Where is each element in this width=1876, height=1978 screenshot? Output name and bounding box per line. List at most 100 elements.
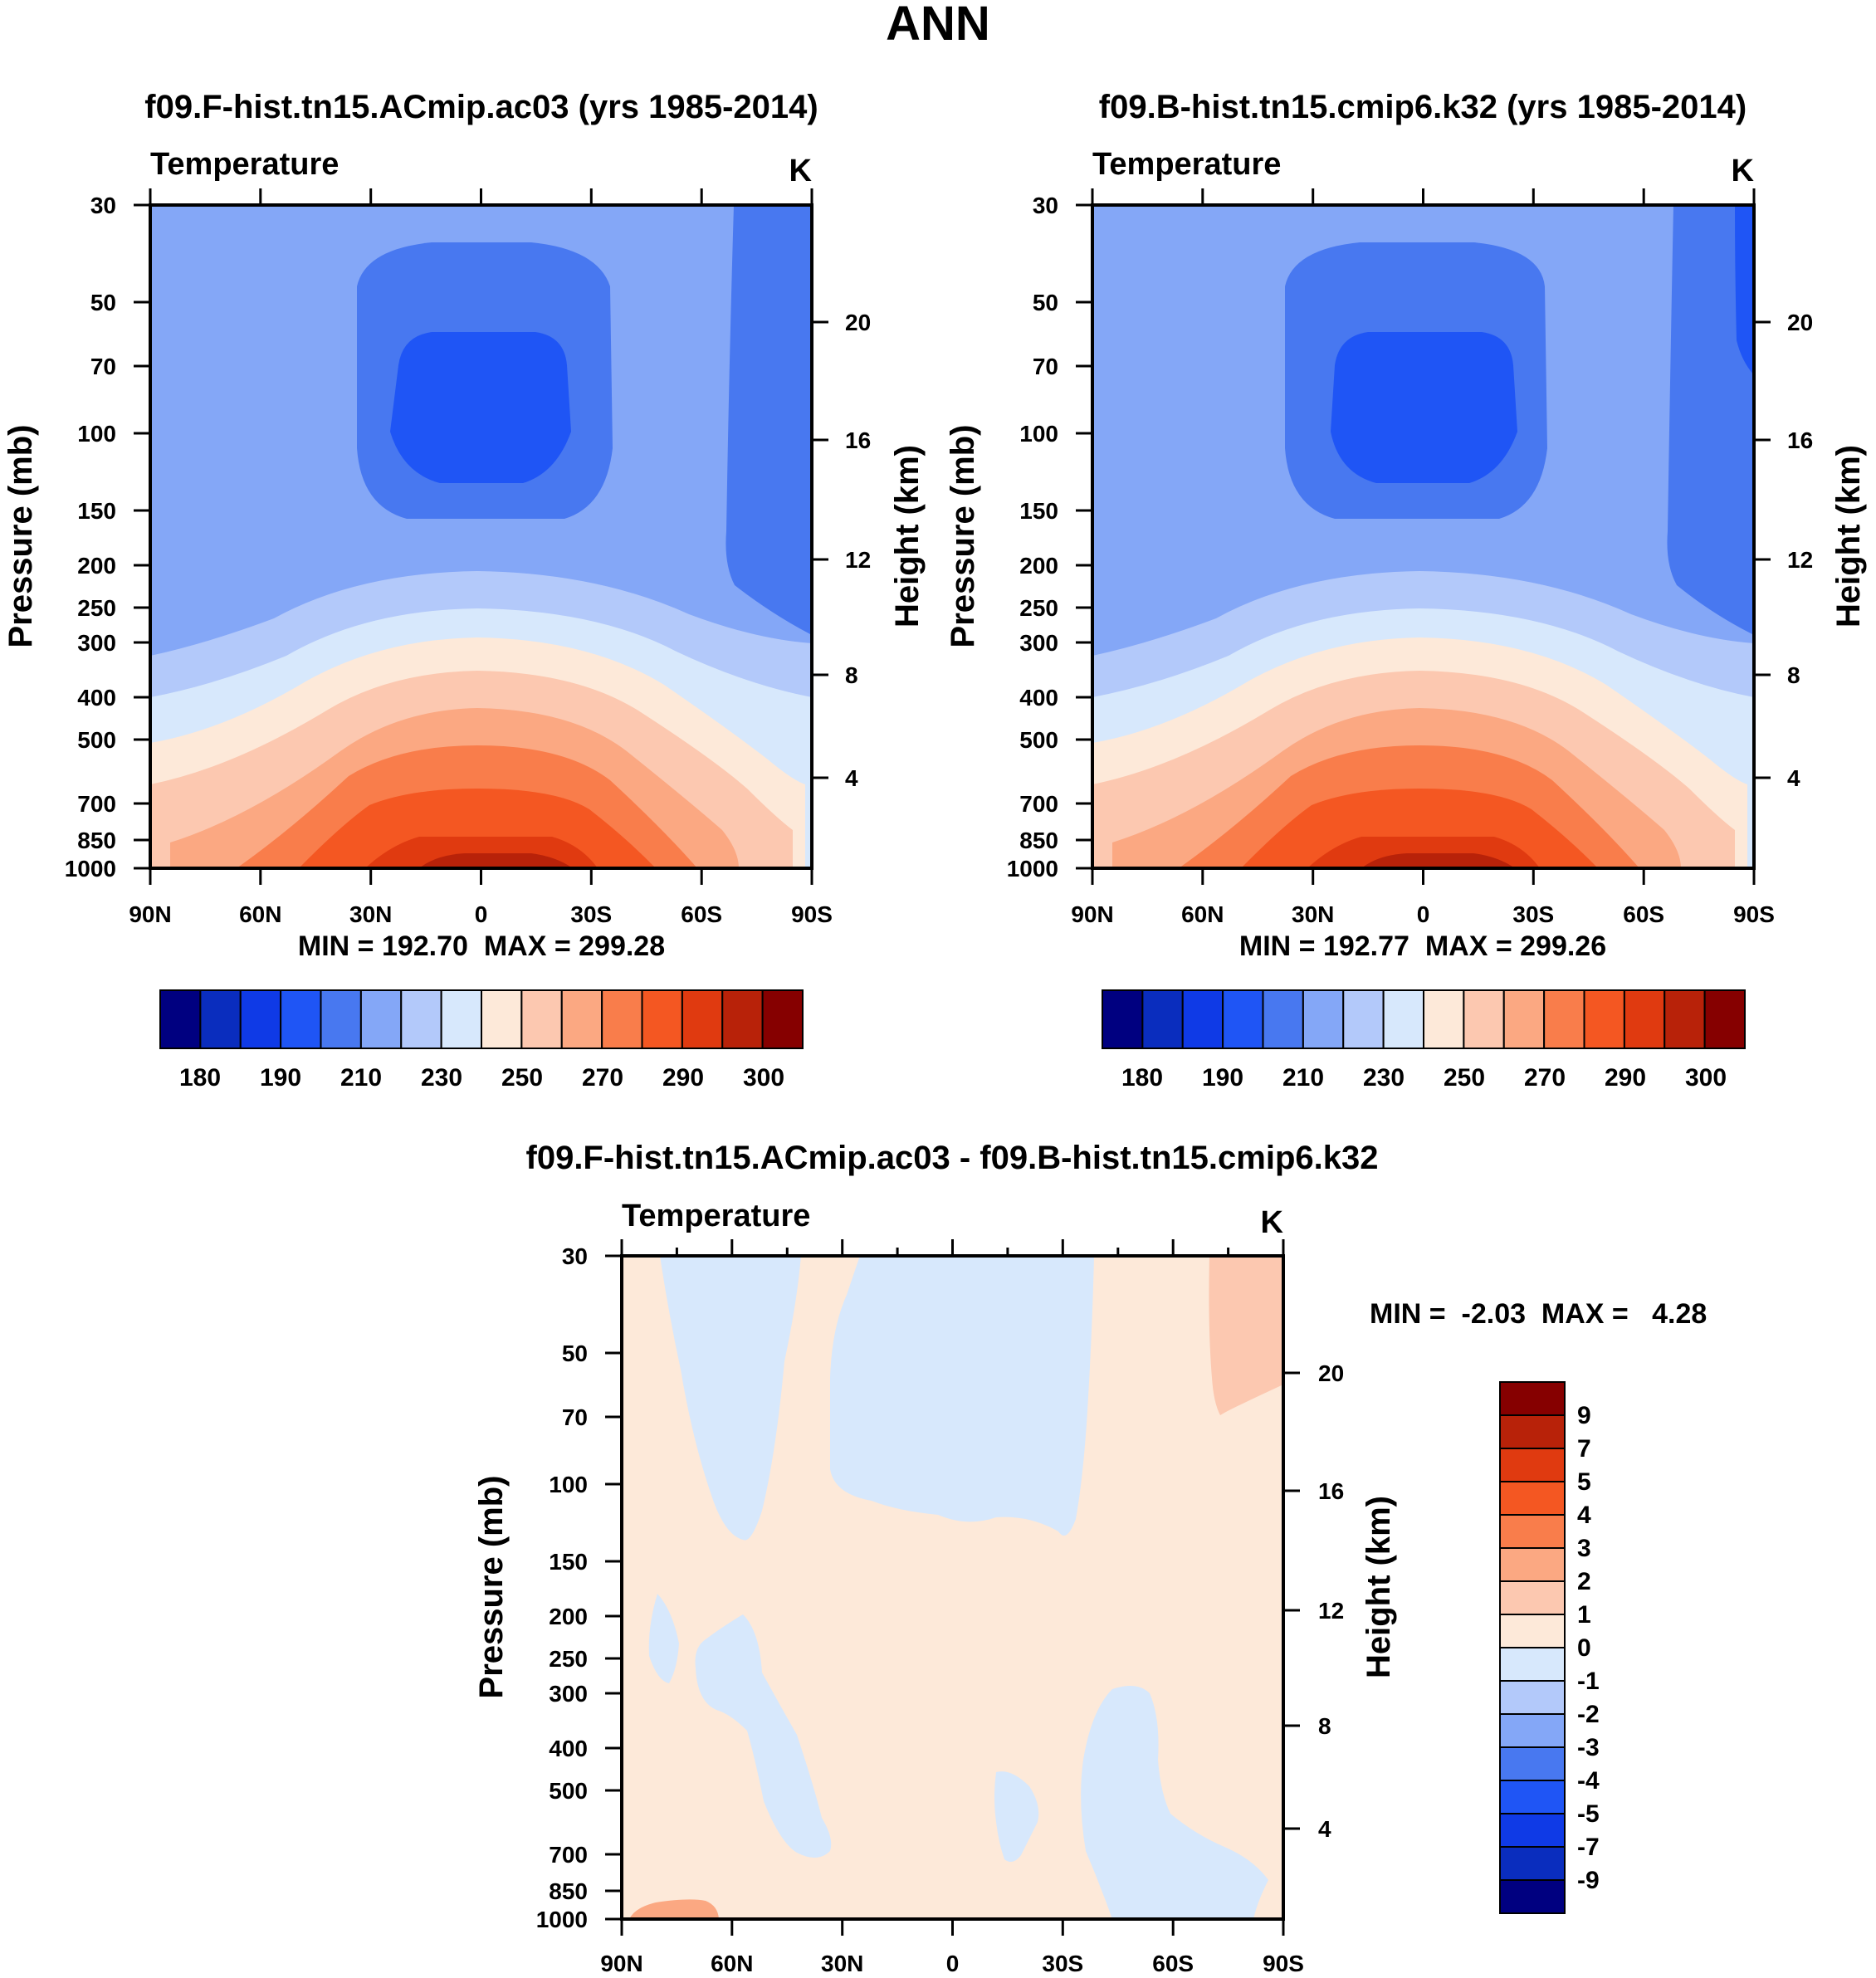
panel-2-y2-tick-labels: 20 16 12 8 4 [1787,310,1813,791]
x-tick-label: 90N [129,901,171,927]
colorbar-box [440,989,482,1049]
colorbar-label: 9 [1577,1402,1591,1429]
y-tick-label: 500 [77,727,116,753]
y-tick-label: 850 [1019,828,1058,853]
panel-1-stats: MIN = 192.70 MAX = 299.28 [298,930,665,962]
panel-1-y2-axis-label: Height (km) [889,445,926,628]
colorbar-box [1499,1746,1566,1781]
x-tick-label: 60N [711,1951,753,1976]
panel-2-colorbar-labels: 180 190 210 230 250 270 290 300 [1121,1064,1727,1092]
y-tick-label: 500 [1019,727,1058,753]
x-tick-label: 0 [475,901,488,927]
panel-2-plot-area [1092,205,1754,868]
x-tick-label: 30S [1042,1951,1083,1976]
y-tick-label: 400 [549,1736,588,1761]
colorbar-box [1499,1414,1566,1449]
y2-tick-label: 12 [1318,1598,1344,1624]
colorbar-label: 2 [1577,1568,1591,1595]
y-tick-label: 100 [549,1472,588,1497]
colorbar-box [1463,989,1505,1049]
colorbar-label: 3 [1577,1535,1591,1562]
y-tick-label: 50 [1033,290,1058,315]
panel-2-colorbar-boxes [1102,989,1746,1049]
colorbar-label: 230 [421,1064,462,1092]
colorbar-box [1663,989,1706,1049]
y-tick-label: 400 [77,685,116,711]
x-tick-label: 60N [1181,901,1224,927]
panel-3-x-tick-labels: 90N 60N 30N 0 30S 60S 90S [600,1951,1304,1976]
colorbar-label: -1 [1577,1668,1600,1695]
y2-tick-label: 8 [1787,662,1800,688]
panel-2-colorbar: 180 190 210 230 250 270 290 300 [1102,989,1746,1092]
y2-tick-label: 4 [845,765,858,791]
y-tick-label: 50 [562,1341,588,1366]
colorbar-box [1499,1780,1566,1814]
panel-1-y2-tick-labels: 20 16 12 8 4 [845,310,871,791]
colorbar-box [1499,1547,1566,1582]
y-tick-label: 300 [1019,630,1058,656]
colorbar-label: 250 [1444,1064,1485,1092]
colorbar-label: -2 [1577,1701,1600,1728]
contour-region [648,1594,679,1683]
colorbar-box [359,989,403,1049]
colorbar-box [1499,1614,1566,1648]
colorbar-label: 190 [260,1064,301,1092]
y2-tick-label: 20 [1787,310,1813,335]
y-tick-label: 30 [1033,193,1058,218]
panel-1-colorbar-labels: 180 190 210 230 250 270 290 300 [179,1064,784,1092]
colorbar-box [1499,1713,1566,1748]
colorbar-box [1543,989,1585,1049]
y2-tick-label: 20 [845,310,871,335]
colorbar-label: 290 [1605,1064,1646,1092]
panel-2: f09.B-hist.tn15.cmip6.k32 (yrs 1985-2014… [945,89,1867,1092]
y-tick-label: 1000 [65,856,116,882]
colorbar-label: 7 [1577,1435,1591,1463]
colorbar-box [1499,1381,1566,1416]
colorbar-box [1423,989,1465,1049]
y-tick-label: 100 [1019,421,1058,447]
colorbar-box [721,989,764,1049]
y-tick-label: 50 [90,290,116,315]
colorbar-label: 270 [1524,1064,1566,1092]
x-tick-label: 60S [1152,1951,1194,1976]
colorbar-box [1499,1680,1566,1715]
y-tick-label: 500 [549,1778,588,1804]
y-tick-label: 1000 [536,1907,588,1932]
colorbar-label: 4 [1577,1502,1591,1529]
colorbar-box [1342,989,1385,1049]
panel-3: f09.F-hist.tn15.ACmip.ac03 - f09.B-hist.… [473,1140,1707,1976]
contour-region [660,1256,801,1541]
y2-tick-label: 8 [1318,1713,1331,1739]
contour-region [1081,1686,1268,1919]
colorbar-label: -5 [1577,1800,1600,1828]
colorbar-label: 0 [1577,1634,1591,1662]
x-tick-label: 0 [946,1951,960,1976]
x-tick-label: 60N [239,901,281,927]
colorbar-label: 190 [1202,1064,1243,1092]
colorbar-box [1583,989,1625,1049]
colorbar-label: -3 [1577,1734,1600,1761]
y2-tick-label: 4 [1787,765,1800,791]
panel-1-variable-label: Temperature [150,147,339,182]
y2-tick-label: 16 [1318,1478,1344,1504]
colorbar-box [1382,989,1424,1049]
x-tick-label: 60S [681,901,722,927]
colorbar-box [400,989,442,1049]
contour-region [994,1771,1039,1863]
colorbar-box [601,989,643,1049]
y-tick-label: 1000 [1007,856,1058,882]
contour-region [695,1614,832,1858]
contour-region [419,853,573,868]
panel-3-stats: MIN = -2.03 MAX = 4.28 [1370,1298,1707,1330]
y-tick-label: 250 [549,1646,588,1672]
colorbar-box [1502,989,1546,1049]
y-tick-label: 700 [77,791,116,817]
colorbar-label: 250 [501,1064,543,1092]
x-tick-label: 0 [1417,901,1430,927]
panel-3-y-axis-label: Pressure (mb) [473,1476,510,1699]
panel-2-units-label: K [1732,154,1755,188]
y-tick-label: 850 [549,1878,588,1904]
colorbar-label: 180 [179,1064,221,1092]
y-tick-label: 150 [1019,498,1058,524]
colorbar-label: 290 [662,1064,704,1092]
